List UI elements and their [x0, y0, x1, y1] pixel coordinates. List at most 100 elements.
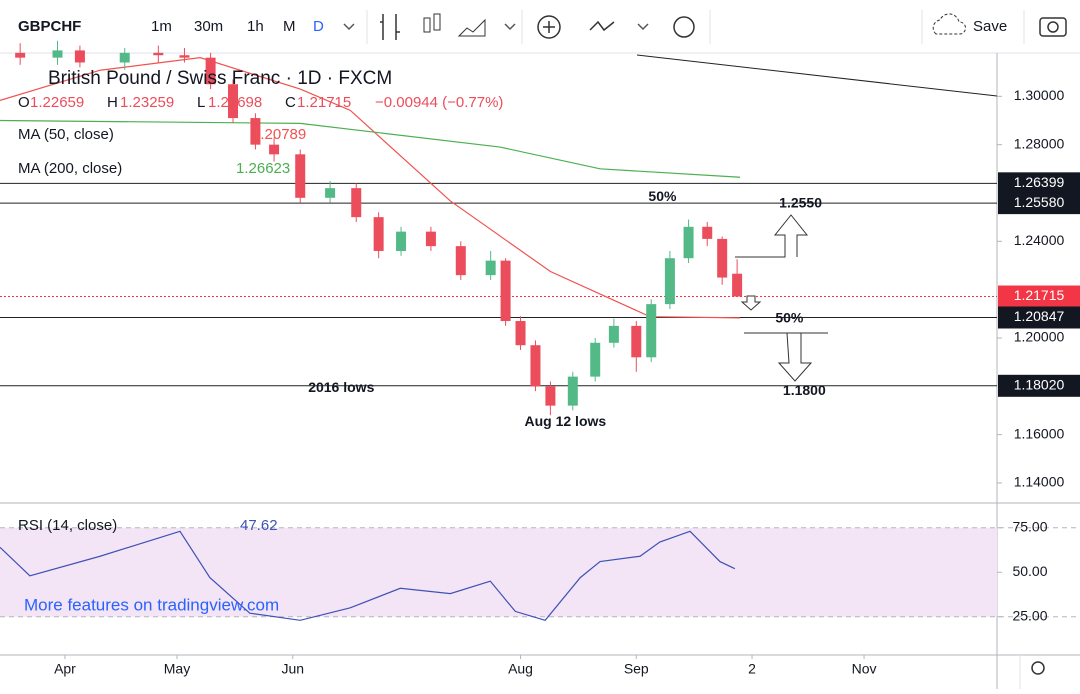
dropdown-icon[interactable] — [504, 23, 516, 31]
price-label-box — [998, 172, 1080, 195]
y-tick-label: 1.20000 — [1014, 329, 1065, 345]
ma200-value: 1.26623 — [236, 160, 290, 177]
annotation: 2016 lows — [308, 379, 374, 395]
area-icon[interactable] — [457, 18, 486, 37]
candle-body — [732, 273, 743, 297]
candle-body — [455, 246, 466, 276]
promo-link[interactable]: More features on tradingview.com — [24, 595, 279, 614]
price-label-box — [998, 306, 1080, 329]
interval[interactable]: 1m — [151, 18, 172, 35]
candle-body — [325, 188, 336, 198]
bars-icon[interactable] — [380, 14, 400, 40]
y-tick-label: 1.28000 — [1014, 135, 1065, 151]
candle-body — [295, 154, 306, 198]
plot: 1.26399 1.25580 1.21715 1.20847 1.18020 1.300… — [0, 40, 1080, 677]
price-label: 1.26399 — [1014, 174, 1065, 190]
candles-icon-part — [433, 13, 441, 31]
price-label-box — [998, 192, 1080, 215]
candle-body — [396, 231, 407, 251]
candle-body — [15, 52, 26, 58]
arrow-drawing — [740, 295, 762, 311]
y-tick-label: 1.30000 — [1014, 87, 1065, 103]
candle-body — [373, 217, 384, 251]
alert-icon[interactable] — [673, 16, 695, 38]
x-tick-label: May — [164, 661, 190, 677]
candle-body — [515, 321, 526, 346]
x-tick-label: Nov — [852, 661, 877, 677]
x-tick-label: Jun — [281, 661, 304, 677]
arrow-drawing — [777, 332, 813, 382]
candle-body — [530, 345, 541, 387]
ma200-name[interactable]: MA (200, close) — [18, 160, 122, 177]
candle-body — [545, 386, 556, 406]
y-tick-label: 75.00 — [1012, 518, 1047, 534]
y-tick-label: 1.24000 — [1014, 232, 1065, 248]
ohlc-key: O — [18, 94, 30, 111]
candle-body — [250, 118, 261, 145]
ohlc-key: L — [197, 94, 205, 111]
rsi-band — [0, 527, 997, 617]
x-tick-label: Sep — [624, 661, 649, 677]
candle-body — [664, 258, 675, 305]
ma50-name[interactable]: MA (50, close) — [18, 126, 114, 143]
toolbar: GBPCHF 1m 30m 1h M D Save — [0, 10, 1080, 54]
candle-body — [351, 188, 362, 218]
dropdown-icon[interactable] — [637, 23, 649, 31]
symbol[interactable]: GBPCHF — [18, 18, 81, 35]
candles-icon[interactable] — [423, 17, 431, 33]
indicators-icon[interactable] — [537, 15, 561, 39]
candle-body — [228, 84, 239, 119]
y-tick-label: 50.00 — [1012, 563, 1047, 579]
snapshot-icon[interactable] — [1039, 17, 1067, 37]
price-label: 1.20847 — [1014, 308, 1065, 324]
ohlc-value: 1.23259 — [120, 94, 174, 111]
candle-body — [567, 376, 578, 406]
save-button[interactable]: Save — [973, 18, 1007, 35]
interval[interactable]: M — [283, 18, 296, 35]
ohlc-key: H — [107, 94, 118, 111]
change: −0.00944 (−0.77%) — [375, 94, 503, 111]
annotation: 1.1800 — [783, 382, 826, 398]
candle-body — [52, 50, 63, 58]
annotation: Aug 12 lows — [524, 413, 606, 429]
candle-body — [608, 325, 619, 343]
cloud-icon[interactable] — [932, 13, 966, 35]
ohlc-value: 1.21715 — [297, 94, 351, 111]
candle-body — [205, 57, 216, 85]
settings-icon[interactable] — [1031, 661, 1045, 675]
interval[interactable]: 30m — [194, 18, 223, 35]
compare-icon[interactable] — [589, 20, 615, 32]
interval[interactable]: 1h — [247, 18, 264, 35]
candle-body — [500, 260, 511, 322]
rsi-value: 47.62 — [240, 517, 278, 534]
candle-body — [485, 260, 496, 276]
y-tick-label: 1.16000 — [1014, 425, 1065, 441]
price-label: 1.18020 — [1014, 377, 1065, 393]
line-series — [0, 530, 736, 621]
legend: British Pound / Swiss Franc · 1D · FXCM … — [18, 68, 503, 614]
interval-active[interactable]: D — [313, 18, 324, 35]
candle-body — [683, 226, 694, 259]
lens — [1047, 21, 1059, 33]
candle-body — [119, 52, 130, 63]
ma50-value: 1.20789 — [252, 126, 306, 143]
x-tick-label: 2 — [748, 661, 756, 677]
price-label: 1.21715 — [1014, 287, 1065, 303]
line-series — [0, 119, 741, 178]
candle-body — [269, 144, 280, 155]
rsi-name[interactable]: RSI (14, close) — [18, 517, 117, 534]
price-label-box — [998, 285, 1080, 308]
price-label: 1.25580 — [1014, 194, 1065, 210]
candle-body — [590, 342, 601, 377]
annotation: 1.2550 — [779, 195, 822, 211]
dropdown-icon[interactable] — [343, 23, 355, 31]
candle-body — [179, 55, 190, 58]
x-tick-label: Aug — [508, 661, 533, 677]
ohlc-value: 1.21698 — [208, 94, 262, 111]
candle-body — [425, 231, 436, 247]
candle-body — [702, 226, 713, 239]
candle-body — [74, 50, 85, 63]
legend-title: British Pound / Swiss Franc · 1D · FXCM — [48, 68, 392, 89]
plus — [543, 21, 555, 33]
